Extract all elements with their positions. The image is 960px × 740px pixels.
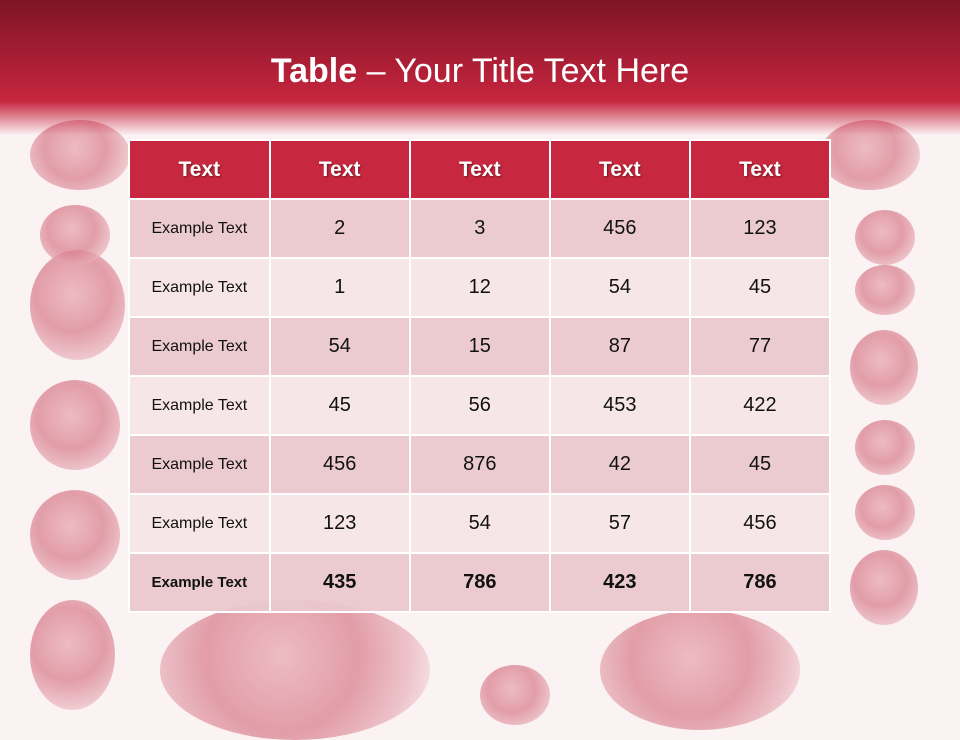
value-cell: 56 [408, 375, 551, 436]
value-cell: 12 [408, 257, 551, 318]
table-row: Example Text 1 12 54 45 [128, 257, 832, 318]
value-cell: 77 [688, 316, 832, 377]
row-label-cell: Example Text [128, 552, 271, 613]
value-cell: 453 [548, 375, 691, 436]
value-cell: 456 [548, 198, 691, 259]
table-row: Example Text 45 56 453 422 [128, 375, 832, 436]
row-label-cell: Example Text [128, 257, 271, 318]
row-label-cell: Example Text [128, 434, 271, 495]
value-cell: 54 [548, 257, 691, 318]
header-cell: Text [268, 139, 411, 200]
header-cell: Text [548, 139, 691, 200]
header-cell: Text [408, 139, 551, 200]
raspberry-background [30, 120, 920, 740]
value-cell: 54 [408, 493, 551, 554]
value-cell: 2 [268, 198, 411, 259]
value-cell: 786 [408, 552, 551, 613]
value-cell: 123 [688, 198, 832, 259]
value-cell: 435 [268, 552, 411, 613]
row-label-cell: Example Text [128, 198, 271, 259]
value-cell: 422 [688, 375, 832, 436]
value-cell: 3 [408, 198, 551, 259]
row-label-cell: Example Text [128, 375, 271, 436]
value-cell: 45 [688, 257, 832, 318]
value-cell: 87 [548, 316, 691, 377]
slide-title: Table – Your Title Text Here [0, 52, 960, 91]
table-row: Example Text 435 786 423 786 [128, 552, 832, 613]
table-row: Example Text 123 54 57 456 [128, 493, 832, 554]
value-cell: 456 [688, 493, 832, 554]
value-cell: 57 [548, 493, 691, 554]
value-cell: 1 [268, 257, 411, 318]
table-row: Example Text 456 876 42 45 [128, 434, 832, 495]
data-table: Text Text Text Text Text Example Text 2 3 4… [128, 139, 832, 613]
title-rest: – Your Title Text Here [357, 52, 690, 90]
title-bar [0, 0, 960, 135]
value-cell: 45 [268, 375, 411, 436]
header-cell: Text [688, 139, 832, 200]
value-cell: 876 [408, 434, 551, 495]
title-bold: Table [270, 52, 358, 90]
table-row: Example Text 54 15 87 77 [128, 316, 832, 377]
value-cell: 15 [408, 316, 551, 377]
value-cell: 456 [268, 434, 411, 495]
value-cell: 123 [268, 493, 411, 554]
header-cell: Text [128, 139, 271, 200]
value-cell: 54 [268, 316, 411, 377]
header-row: Text Text Text Text Text [128, 139, 832, 200]
row-label-cell: Example Text [128, 316, 271, 377]
table-row: Example Text 2 3 456 123 [128, 198, 832, 259]
value-cell: 42 [548, 434, 691, 495]
value-cell: 45 [688, 434, 832, 495]
row-label-cell: Example Text [128, 493, 271, 554]
value-cell: 786 [688, 552, 832, 613]
value-cell: 423 [548, 552, 691, 613]
